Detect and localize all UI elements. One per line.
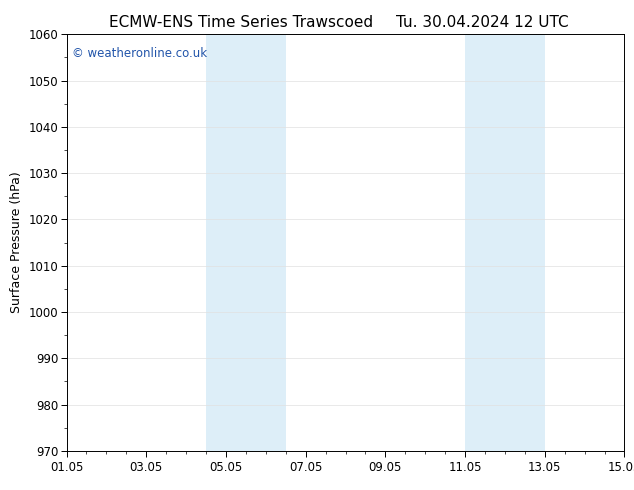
Text: Tu. 30.04.2024 12 UTC: Tu. 30.04.2024 12 UTC (396, 15, 568, 30)
Text: ECMW-ENS Time Series Trawscoed: ECMW-ENS Time Series Trawscoed (109, 15, 373, 30)
Bar (465, 34, 505, 451)
Text: © weatheronline.co.uk: © weatheronline.co.uk (72, 47, 207, 60)
Bar (206, 34, 246, 451)
Bar (505, 34, 545, 451)
Y-axis label: Surface Pressure (hPa): Surface Pressure (hPa) (10, 172, 23, 314)
Bar (246, 34, 286, 451)
